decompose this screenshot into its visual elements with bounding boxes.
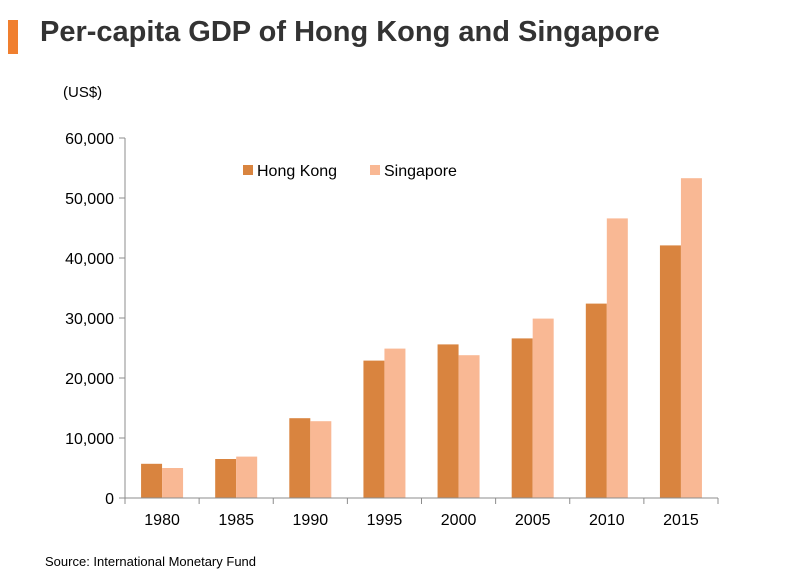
source-note: Source: International Monetary Fund	[45, 554, 257, 569]
x-tick-label: 1990	[293, 512, 329, 529]
legend-label-singapore: Singapore	[384, 163, 457, 180]
y-tick-label: 20,000	[65, 371, 114, 388]
bar-singapore-1995	[384, 348, 406, 498]
x-tick-label: 2000	[441, 512, 477, 529]
bar-hong-kong-2015	[659, 245, 681, 498]
title-accent-bar	[8, 20, 18, 54]
bar-singapore-2010	[606, 218, 628, 498]
x-tick-label: 2005	[515, 512, 551, 529]
y-tick-label: 30,000	[65, 311, 114, 328]
legend-swatch-singapore	[370, 165, 380, 175]
bar-hong-kong-1985	[215, 459, 237, 498]
bar-singapore-1990	[310, 421, 332, 498]
bar-hong-kong-2005	[511, 338, 533, 498]
y-tick-label: 40,000	[65, 251, 114, 268]
x-tick-label: 2015	[663, 512, 699, 529]
bar-singapore-2015	[680, 178, 702, 498]
bar-singapore-1985	[236, 456, 258, 498]
bar-singapore-2000	[458, 355, 480, 498]
y-tick-label: 0	[105, 491, 114, 508]
y-axis: 0 10,000 20,000 30,000 40,000 50,000 60,000	[65, 131, 126, 508]
y-tick-label: 10,000	[65, 431, 114, 448]
x-tick-label: 2010	[589, 512, 625, 529]
y-tick-label: 50,000	[65, 191, 114, 208]
x-tick-label: 1995	[367, 512, 403, 529]
legend: Hong Kong Singapore	[243, 163, 457, 180]
legend-swatch-hong-kong	[243, 165, 253, 175]
bar-hong-kong-1980	[141, 463, 163, 498]
bar-hong-kong-2010	[585, 303, 607, 498]
bars	[141, 178, 702, 498]
bar-hong-kong-1990	[289, 418, 311, 498]
x-tick-label: 1980	[144, 512, 180, 529]
x-tick-label: 1985	[218, 512, 254, 529]
page-title: Per-capita GDP of Hong Kong and Singapor…	[40, 16, 660, 48]
bar-hong-kong-2000	[437, 344, 459, 498]
x-axis: 1980 1985 1990 1995 2000 2005 2010 2015	[124, 497, 719, 529]
bar-singapore-1980	[162, 468, 184, 498]
legend-label-hong-kong: Hong Kong	[257, 163, 337, 180]
y-tick-label: 60,000	[65, 131, 114, 148]
y-axis-unit-label: (US$)	[63, 84, 103, 101]
bar-singapore-2005	[532, 318, 554, 498]
bar-hong-kong-1995	[363, 360, 385, 498]
